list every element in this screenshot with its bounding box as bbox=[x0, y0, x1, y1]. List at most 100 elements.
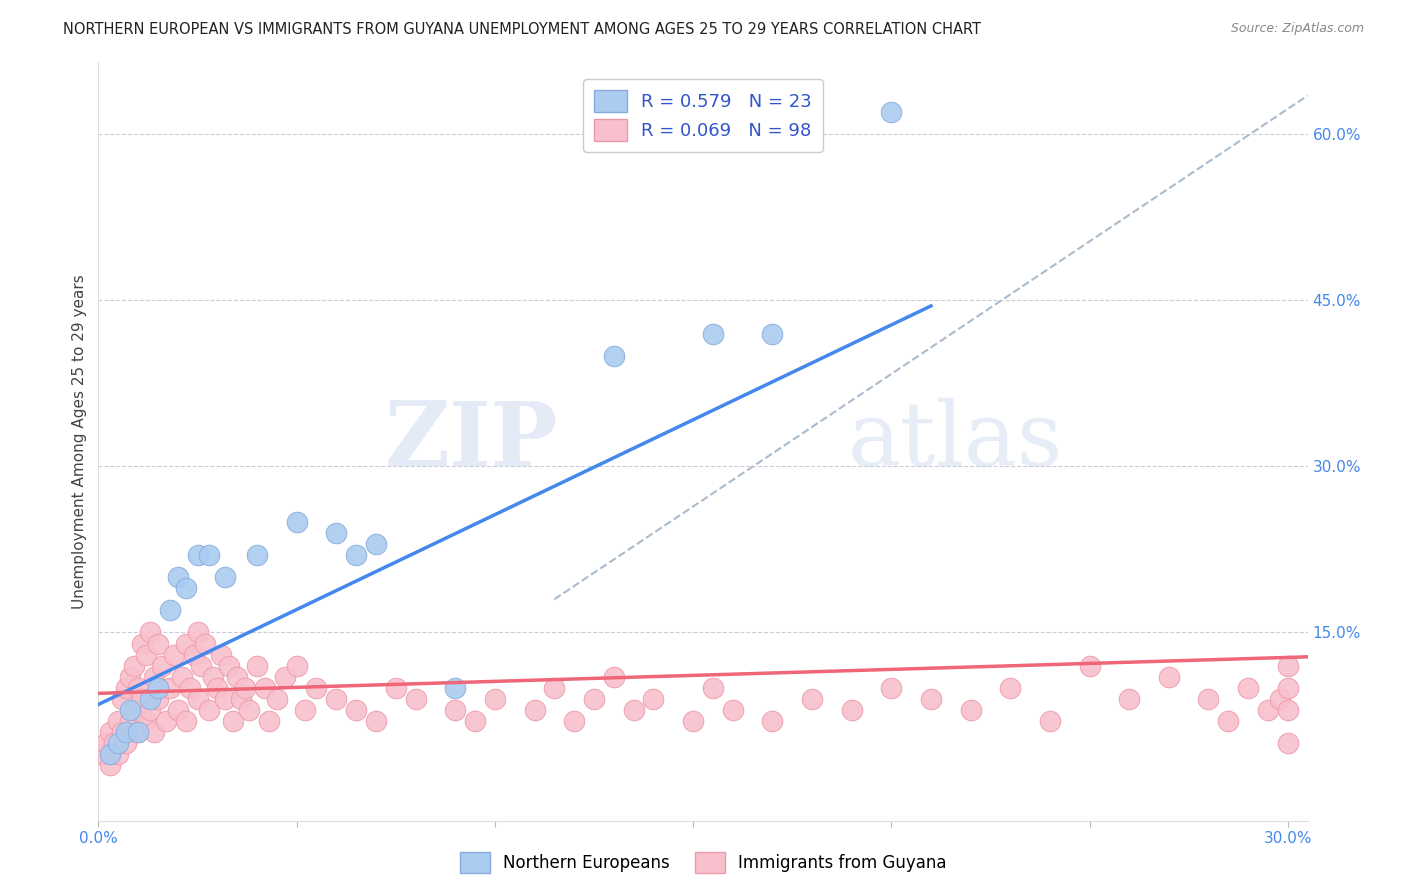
Point bbox=[214, 570, 236, 584]
Point bbox=[146, 681, 169, 695]
Point bbox=[218, 658, 240, 673]
Point bbox=[166, 703, 188, 717]
Point bbox=[285, 515, 308, 529]
Point bbox=[325, 692, 347, 706]
Point bbox=[1218, 714, 1240, 728]
Point bbox=[761, 714, 783, 728]
Point bbox=[198, 548, 221, 562]
Point bbox=[214, 692, 236, 706]
Point bbox=[190, 658, 212, 673]
Point bbox=[202, 670, 225, 684]
Legend: R = 0.579   N = 23, R = 0.069   N = 98: R = 0.579 N = 23, R = 0.069 N = 98 bbox=[583, 79, 823, 152]
Point bbox=[364, 714, 387, 728]
Point bbox=[344, 703, 367, 717]
Point bbox=[562, 714, 585, 728]
Point bbox=[115, 736, 138, 750]
Point bbox=[266, 692, 288, 706]
Point bbox=[1157, 670, 1180, 684]
Point bbox=[325, 525, 347, 540]
Point bbox=[194, 636, 217, 650]
Point bbox=[1257, 703, 1279, 717]
Y-axis label: Unemployment Among Ages 25 to 29 years: Unemployment Among Ages 25 to 29 years bbox=[72, 274, 87, 609]
Point bbox=[135, 648, 157, 662]
Text: Source: ZipAtlas.com: Source: ZipAtlas.com bbox=[1230, 22, 1364, 36]
Point bbox=[226, 670, 249, 684]
Point bbox=[721, 703, 744, 717]
Point bbox=[1277, 658, 1299, 673]
Point bbox=[1268, 692, 1291, 706]
Point bbox=[142, 725, 165, 739]
Point bbox=[166, 570, 188, 584]
Point bbox=[959, 703, 981, 717]
Point bbox=[198, 703, 221, 717]
Point bbox=[155, 714, 177, 728]
Point bbox=[1039, 714, 1062, 728]
Point bbox=[603, 349, 626, 363]
Point bbox=[159, 681, 181, 695]
Point bbox=[1277, 681, 1299, 695]
Point bbox=[96, 736, 118, 750]
Point bbox=[702, 326, 724, 341]
Point bbox=[122, 703, 145, 717]
Point bbox=[543, 681, 565, 695]
Point bbox=[174, 636, 197, 650]
Point bbox=[484, 692, 506, 706]
Point bbox=[98, 747, 121, 762]
Point bbox=[233, 681, 256, 695]
Point bbox=[131, 636, 153, 650]
Point bbox=[135, 714, 157, 728]
Point bbox=[91, 747, 114, 762]
Point bbox=[174, 714, 197, 728]
Point bbox=[344, 548, 367, 562]
Point bbox=[841, 703, 863, 717]
Point bbox=[880, 105, 903, 120]
Point bbox=[139, 692, 162, 706]
Point bbox=[120, 714, 142, 728]
Point bbox=[207, 681, 229, 695]
Point bbox=[107, 714, 129, 728]
Text: atlas: atlas bbox=[848, 398, 1063, 485]
Point bbox=[1237, 681, 1260, 695]
Point bbox=[159, 603, 181, 617]
Point bbox=[464, 714, 486, 728]
Point bbox=[120, 703, 142, 717]
Point bbox=[444, 681, 467, 695]
Point bbox=[122, 658, 145, 673]
Point bbox=[274, 670, 297, 684]
Point bbox=[1277, 736, 1299, 750]
Point bbox=[405, 692, 427, 706]
Point bbox=[186, 692, 208, 706]
Legend: Northern Europeans, Immigrants from Guyana: Northern Europeans, Immigrants from Guya… bbox=[453, 846, 953, 880]
Point bbox=[285, 658, 308, 673]
Point bbox=[702, 681, 724, 695]
Point bbox=[801, 692, 824, 706]
Point bbox=[150, 658, 173, 673]
Point bbox=[120, 670, 142, 684]
Point bbox=[920, 692, 942, 706]
Point bbox=[115, 725, 138, 739]
Point bbox=[582, 692, 605, 706]
Point bbox=[186, 625, 208, 640]
Point bbox=[1118, 692, 1140, 706]
Text: NORTHERN EUROPEAN VS IMMIGRANTS FROM GUYANA UNEMPLOYMENT AMONG AGES 25 TO 29 YEA: NORTHERN EUROPEAN VS IMMIGRANTS FROM GUY… bbox=[63, 22, 981, 37]
Point bbox=[257, 714, 280, 728]
Point bbox=[761, 326, 783, 341]
Point bbox=[127, 725, 149, 739]
Point bbox=[186, 548, 208, 562]
Point bbox=[294, 703, 316, 717]
Point bbox=[253, 681, 276, 695]
Point bbox=[111, 692, 134, 706]
Point bbox=[1000, 681, 1022, 695]
Point bbox=[146, 636, 169, 650]
Point bbox=[115, 681, 138, 695]
Point bbox=[111, 725, 134, 739]
Point bbox=[142, 670, 165, 684]
Point bbox=[231, 692, 253, 706]
Text: ZIP: ZIP bbox=[384, 398, 558, 485]
Point bbox=[246, 658, 269, 673]
Point bbox=[209, 648, 232, 662]
Point bbox=[127, 725, 149, 739]
Point bbox=[127, 681, 149, 695]
Point bbox=[183, 648, 205, 662]
Point bbox=[163, 648, 186, 662]
